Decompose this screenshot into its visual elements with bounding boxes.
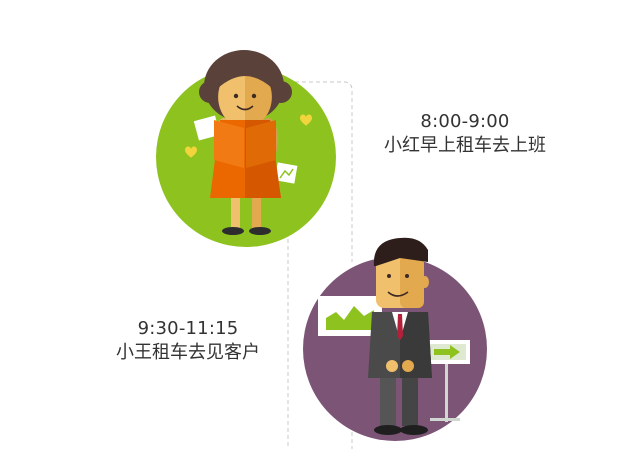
timeline-event-2: 9:30-11:15 小王租车去见客户	[88, 318, 288, 363]
event-time: 9:30-11:15	[137, 318, 239, 339]
heart-icon	[300, 114, 312, 126]
timeline-event-1: 8:00-9:00 小红早上租车去上班	[360, 111, 570, 156]
event-time: 8:00-9:00	[420, 111, 510, 132]
event-description: 小红早上租车去上班	[384, 134, 546, 156]
timeline-connector	[287, 81, 353, 449]
paper-icon	[193, 115, 221, 141]
businessman-illustration	[303, 237, 487, 441]
woman-reading-illustration	[156, 50, 336, 247]
heart-icon	[185, 146, 197, 158]
event-description: 小王租车去见客户	[116, 341, 260, 363]
